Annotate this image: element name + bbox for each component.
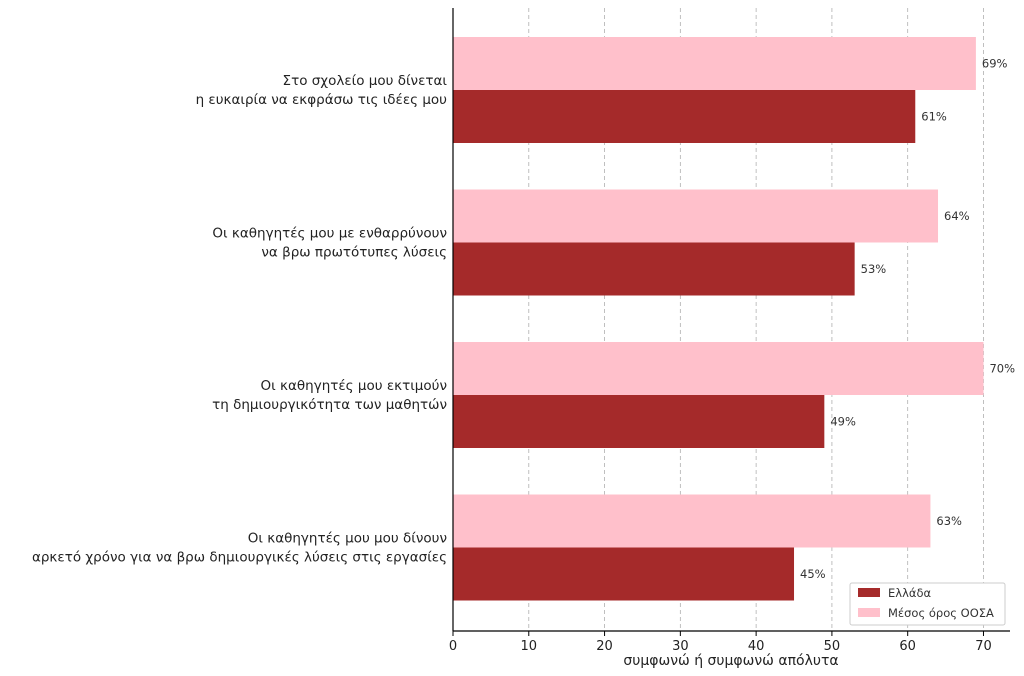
category-label-line: Οι καθηγητές μου εκτιμούν: [261, 378, 447, 394]
legend[interactable]: Ελλάδα Μέσος όρος ΟΟΣΑ: [849, 582, 1006, 626]
bar-value-label: 70%: [989, 362, 1015, 376]
bar: [453, 494, 931, 548]
category-label: Οι καθηγητές μου εκτιμούν τη δημιουργικότ…: [212, 378, 447, 413]
legend-label: Ελλάδα: [888, 586, 931, 600]
category-label-line: Οι καθηγητές μου με ενθαρρύνουν: [212, 226, 447, 242]
x-tick-label: 0: [449, 639, 457, 654]
legend-swatch: [858, 608, 880, 617]
x-tick-label: 60: [899, 639, 916, 654]
x-ticks: 0 10 20 30 40 50 60 70: [449, 631, 992, 654]
bar: [453, 90, 916, 143]
category-label-line: αρκετό χρόνο για να βρω δημιουργικές λύσ…: [32, 550, 447, 566]
category-label: Οι καθηγητές μου μου δίνουν αρκετό χρόνο …: [32, 531, 447, 566]
bar: [453, 342, 984, 395]
bar: [453, 189, 939, 243]
x-tick-label: 20: [596, 639, 613, 654]
category-label-line: να βρω πρωτότυπες λύσεις: [261, 245, 447, 261]
category-label-line: τη δημιουργικότητα των μαθητών: [212, 397, 447, 413]
bar-value-label: 69%: [982, 57, 1008, 71]
legend-frame: [849, 582, 1006, 626]
bar: [453, 242, 855, 296]
bar: [453, 395, 825, 448]
category-label-line: Οι καθηγητές μου μου δίνουν: [248, 531, 447, 547]
bars: 69% 61% 64% 53% 70% 49% 63% 45%: [453, 37, 1015, 601]
bar-value-label: 49%: [830, 415, 856, 429]
bar-value-label: 64%: [944, 209, 970, 223]
bar-value-label: 53%: [861, 262, 887, 276]
x-tick-label: 70: [975, 639, 992, 654]
x-tick-label: 30: [672, 639, 689, 654]
bar-value-label: 63%: [936, 514, 962, 528]
category-label: Στο σχολείο μου δίνεται η ευκαιρία να εκφ…: [196, 73, 448, 108]
bar-value-label: 45%: [800, 567, 826, 581]
category-label-line: η ευκαιρία να εκφράσω τις ιδέες μου: [196, 92, 448, 108]
category-label-line: Στο σχολείο μου δίνεται: [283, 73, 448, 89]
x-tick-label: 50: [824, 639, 841, 654]
legend-label: Μέσος όρος ΟΟΣΑ: [888, 606, 994, 620]
x-tick-label: 40: [748, 639, 765, 654]
bar-value-label: 61%: [921, 110, 947, 124]
x-axis-title: συμφωνώ ή συμφωνώ απόλυτα: [623, 653, 838, 669]
category-labels: Στο σχολείο μου δίνεται η ευκαιρία να εκφ…: [32, 73, 447, 566]
category-label: Οι καθηγητές μου με ενθαρρύνουν να βρω πρ…: [212, 226, 447, 261]
axes: [452, 8, 1010, 632]
x-tick-label: 10: [521, 639, 538, 654]
bar: [453, 547, 795, 601]
legend-swatch: [858, 588, 880, 597]
bar: [453, 37, 976, 90]
